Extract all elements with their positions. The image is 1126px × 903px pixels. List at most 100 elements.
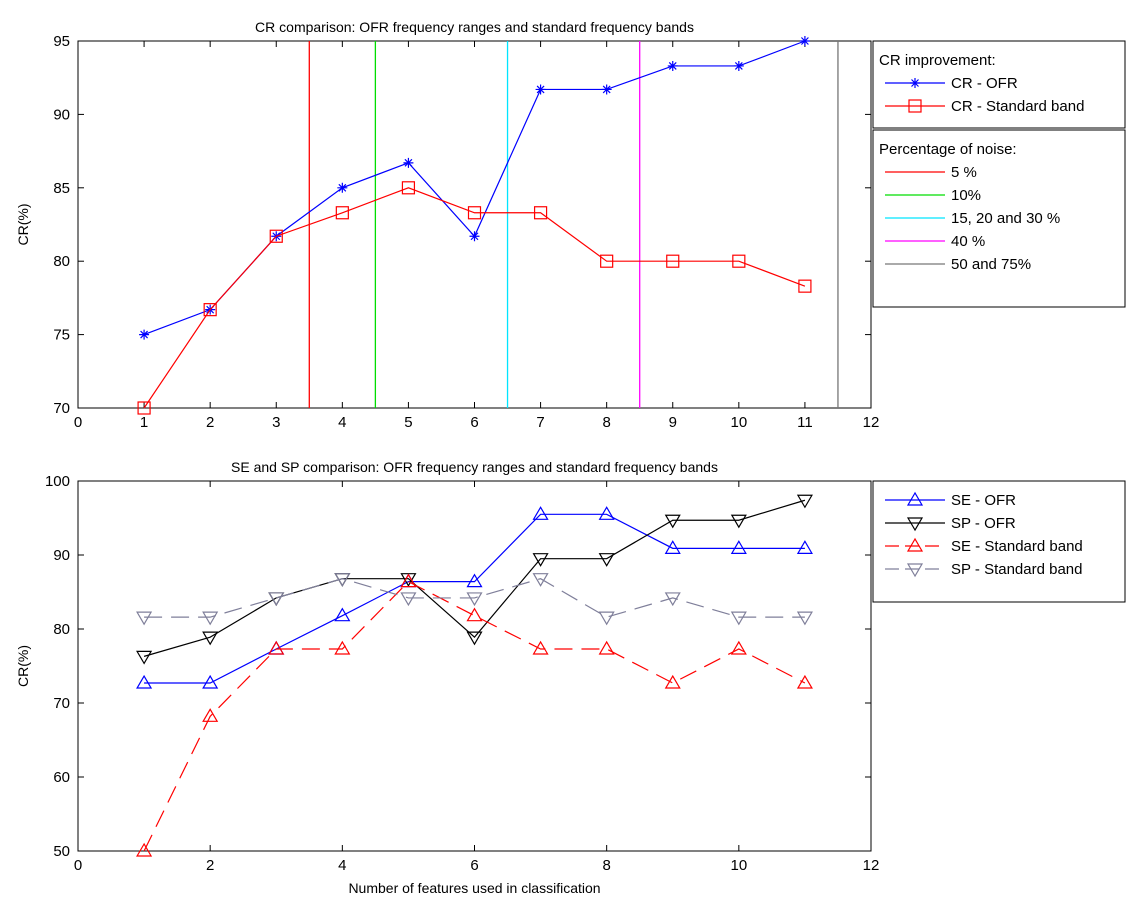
data-point-sp-standard-band bbox=[334, 573, 351, 587]
legend-marker-cr-ofr bbox=[910, 78, 920, 88]
chart-title: CR comparison: OFR frequency ranges and … bbox=[255, 19, 694, 35]
data-point-sp-ofr bbox=[532, 553, 549, 567]
data-point-cr-standard-band bbox=[203, 303, 217, 317]
x-tick-label: 6 bbox=[470, 857, 478, 874]
data-point-se-standard-band bbox=[400, 573, 417, 588]
data-point-se-ofr bbox=[334, 607, 351, 622]
legend-box bbox=[872, 480, 1126, 603]
data-point-se-ofr bbox=[664, 540, 681, 554]
legend-label-sp-ofr: SP - OFR bbox=[951, 515, 1016, 532]
legend-title: CR improvement: bbox=[879, 52, 996, 69]
data-point-cr-standard-band bbox=[600, 254, 614, 268]
data-point-cr-ofr bbox=[799, 36, 810, 46]
data-point-sp-standard-band bbox=[268, 592, 285, 607]
x-tick-label: 10 bbox=[730, 857, 747, 874]
data-point-se-ofr bbox=[598, 506, 615, 520]
legend-label-se-standard-band: SE - Standard band bbox=[951, 538, 1083, 555]
x-tick-label: 4 bbox=[338, 414, 346, 431]
x-tick-label: 1 bbox=[140, 414, 148, 431]
data-point-cr-ofr bbox=[337, 182, 348, 193]
data-point-sp-ofr bbox=[598, 553, 615, 567]
y-tick-label: 100 bbox=[45, 473, 70, 490]
x-tick-label: 11 bbox=[797, 414, 813, 431]
data-point-sp-ofr bbox=[136, 650, 153, 665]
data-point-sp-standard-band bbox=[532, 573, 549, 587]
chart-title: SE and SP comparison: OFR frequency rang… bbox=[231, 459, 718, 475]
legend-marker-se-standard-band bbox=[906, 537, 924, 552]
y-tick-label: 90 bbox=[53, 106, 70, 123]
chart-se-sp-comparison: 0 2 4 6 8 10 12 50 60 70 80 90 100 SE and SP comparis… bbox=[15, 459, 1126, 896]
x-tick-label: 5 bbox=[404, 414, 412, 431]
data-point-cr-standard-band bbox=[401, 181, 416, 195]
x-tick-label: 8 bbox=[602, 857, 610, 874]
data-point-sp-ofr bbox=[466, 631, 483, 646]
data-point-cr-standard-band bbox=[798, 279, 812, 293]
y-tick-label: 85 bbox=[53, 180, 70, 197]
data-point-se-ofr bbox=[532, 506, 549, 520]
legend-label-15-20-and-30: 15, 20 and 30 % bbox=[951, 210, 1060, 227]
series-line-se-standard-band bbox=[143, 580, 806, 852]
y-tick-label: 60 bbox=[53, 769, 70, 786]
data-point-cr-ofr bbox=[403, 157, 414, 168]
data-point-sp-standard-band bbox=[136, 611, 153, 626]
legend-marker-cr-standard-band bbox=[908, 99, 922, 113]
data-point-se-standard-band bbox=[664, 674, 681, 689]
x-axis-label: Number of features used in classificatio… bbox=[348, 880, 600, 896]
legend-label-cr-standard-band: CR - Standard band bbox=[951, 98, 1084, 115]
series-line-sp-standard-band bbox=[144, 578, 805, 618]
data-point-sp-standard-band bbox=[796, 611, 813, 626]
data-point-cr-standard-band bbox=[533, 206, 548, 220]
data-point-sp-standard-band bbox=[202, 611, 219, 626]
legend-marker-sp-standard-band bbox=[906, 563, 924, 578]
data-point-sp-ofr bbox=[202, 631, 219, 646]
series-line-cr-standard-band bbox=[143, 187, 806, 409]
x-tick-label: 9 bbox=[669, 414, 677, 431]
y-tick-label: 70 bbox=[53, 400, 70, 417]
x-tick-label: 12 bbox=[863, 857, 880, 874]
data-point-cr-standard-band bbox=[467, 206, 482, 220]
data-point-se-standard-band bbox=[598, 640, 615, 655]
data-point-se-standard-band bbox=[136, 842, 153, 857]
data-point-se-ofr bbox=[796, 540, 813, 554]
data-point-cr-ofr bbox=[469, 231, 480, 242]
x-tick-label: 2 bbox=[206, 857, 214, 874]
legend-label-40: 40 % bbox=[951, 233, 985, 250]
y-axis-label: CR(%) bbox=[15, 204, 31, 246]
x-tick-label: 3 bbox=[272, 414, 280, 431]
y-tick-label: 75 bbox=[53, 327, 70, 344]
data-point-sp-standard-band bbox=[400, 592, 417, 607]
data-point-cr-standard-band bbox=[335, 206, 349, 220]
data-point-cr-ofr bbox=[601, 84, 612, 95]
data-point-se-ofr bbox=[466, 573, 483, 588]
data-point-cr-ofr bbox=[733, 60, 744, 71]
data-point-cr-standard-band bbox=[269, 229, 283, 243]
x-tick-label: 8 bbox=[602, 414, 610, 431]
data-point-sp-standard-band bbox=[730, 611, 747, 626]
legend-label-10: 10% bbox=[951, 187, 981, 204]
legend-marker-se-ofr bbox=[906, 491, 924, 506]
data-point-cr-standard-band bbox=[732, 254, 746, 268]
data-point-cr-standard-band bbox=[137, 401, 151, 415]
x-tick-label: 10 bbox=[730, 414, 747, 431]
x-tick-label: 0 bbox=[74, 414, 82, 431]
series-line-se-ofr bbox=[144, 513, 805, 684]
data-point-sp-ofr bbox=[730, 514, 747, 529]
data-point-se-standard-band bbox=[466, 607, 483, 622]
data-point-se-ofr bbox=[730, 540, 747, 554]
y-axis-label: CR(%) bbox=[15, 645, 31, 687]
y-tick-label: 95 bbox=[53, 33, 70, 50]
data-point-cr-ofr bbox=[535, 84, 546, 95]
legend-label-50-and-75: 50 and 75% bbox=[951, 256, 1031, 273]
x-tick-label: 4 bbox=[338, 857, 346, 874]
data-point-sp-ofr bbox=[664, 514, 681, 529]
y-tick-label: 80 bbox=[53, 621, 70, 638]
data-point-se-standard-band bbox=[532, 640, 549, 655]
plot-area bbox=[77, 40, 872, 409]
data-point-sp-standard-band bbox=[664, 592, 681, 607]
legend-label-sp-standard-band: SP - Standard band bbox=[951, 561, 1082, 578]
data-point-sp-standard-band bbox=[598, 611, 615, 626]
legend-marker-sp-ofr bbox=[906, 517, 924, 532]
data-point-cr-ofr bbox=[667, 60, 678, 71]
